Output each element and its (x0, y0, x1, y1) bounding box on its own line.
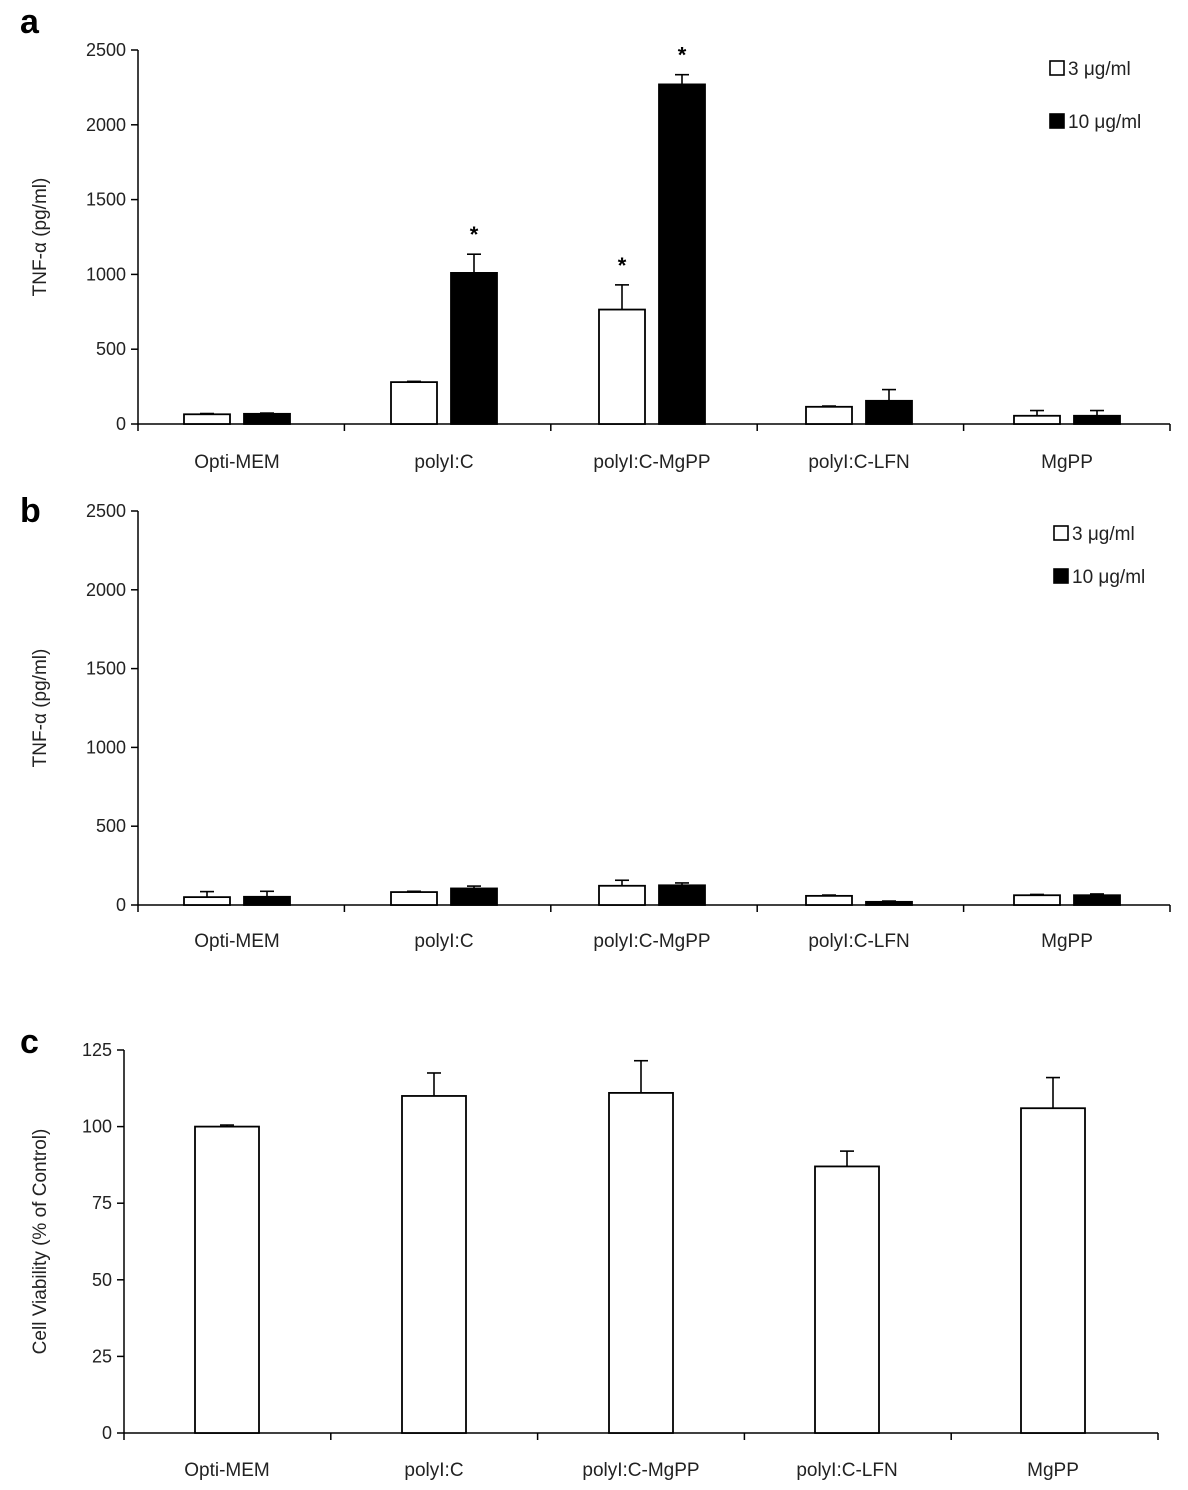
y-tick-label: 2000 (86, 115, 126, 135)
panel-letter: b (20, 492, 41, 530)
panel-b: b 0 500 1000 1500 2000 2500 TNF-α (pg/ml) Opti-M… (20, 492, 1171, 952)
bar-3-g-ml-opti-mem (183, 896, 231, 906)
x-tick-label: MgPP (1041, 452, 1093, 473)
legend-label: 10 μg/ml (1068, 112, 1141, 133)
x-tick-label: Opti-MEM (194, 931, 280, 952)
x-tick-label: polyI:C (414, 452, 473, 473)
legend-swatch (1053, 525, 1069, 541)
y-tick-label: 1000 (86, 264, 126, 284)
bar-3-g-ml-mgpp (1013, 894, 1061, 906)
x-tick-label: polyI:C (404, 1460, 463, 1481)
legend-swatch (1053, 568, 1069, 584)
bar-10-g-ml-polyi-c-mgpp (658, 884, 706, 906)
y-tick-label: 1500 (86, 190, 126, 210)
x-tick-label: polyI:C-MgPP (593, 452, 710, 473)
legend-swatch (1049, 60, 1065, 76)
y-tick-label: 0 (116, 895, 126, 915)
panel-letter: a (20, 3, 40, 41)
bar-3-g-ml-opti-mem (183, 413, 231, 425)
significance-marker: * (678, 43, 687, 68)
bar-3-g-ml-mgpp (1013, 414, 1061, 425)
y-tick-label: 125 (82, 1040, 112, 1060)
y-tick-label: 25 (92, 1346, 112, 1366)
y-tick-label: 1500 (86, 659, 126, 679)
bar-10-g-ml-polyi-c-mgpp (658, 83, 706, 425)
y-tick-label: 0 (116, 414, 126, 434)
y-tick-label: 500 (96, 816, 126, 836)
x-tick-label: polyI:C-LFN (796, 1460, 897, 1481)
bar-10-g-ml-mgpp (1073, 414, 1121, 425)
bar-viability-polyi-c (401, 1095, 467, 1434)
bar-10-g-ml-polyi-c (450, 887, 498, 906)
y-tick-label: 100 (82, 1117, 112, 1137)
y-axis-title: TNF-α (pg/ml) (30, 178, 51, 297)
y-tick-label: 2500 (86, 501, 126, 521)
panel-letter: c (20, 1023, 39, 1061)
legend-label: 10 μg/ml (1072, 567, 1145, 588)
panel-a: a 0 500 1000 1500 2000 2500 TNF-α (pg/ml) Opti-M… (20, 3, 1171, 473)
bar-3-g-ml-polyi-c (390, 891, 438, 906)
x-tick-label: polyI:C-LFN (808, 931, 909, 952)
bar-10-g-ml-opti-mem (243, 412, 291, 425)
y-tick-label: 1000 (86, 737, 126, 757)
legend-label: 3 μg/ml (1068, 59, 1131, 80)
significance-marker: * (618, 253, 627, 278)
bar-viability-mgpp (1020, 1107, 1086, 1434)
legend-swatch (1049, 113, 1065, 129)
bar-3-g-ml-polyi-c-mgpp (598, 308, 646, 425)
bar-viability-opti-mem (194, 1125, 260, 1434)
legend-label: 3 μg/ml (1072, 524, 1135, 545)
y-tick-label: 50 (92, 1270, 112, 1290)
bar-3-g-ml-polyi-c-lfn (805, 894, 853, 906)
bar-10-g-ml-polyi-c (450, 272, 498, 425)
y-tick-label: 500 (96, 339, 126, 359)
y-tick-label: 2500 (86, 40, 126, 60)
x-tick-label: polyI:C-MgPP (582, 1460, 699, 1481)
x-tick-label: Opti-MEM (184, 1460, 270, 1481)
x-tick-label: MgPP (1041, 931, 1093, 952)
x-tick-label: polyI:C-MgPP (593, 931, 710, 952)
x-tick-label: polyI:C (414, 931, 473, 952)
y-tick-label: 75 (92, 1193, 112, 1213)
x-tick-label: MgPP (1027, 1460, 1079, 1481)
bar-3-g-ml-polyi-c (390, 381, 438, 425)
bar-3-g-ml-polyi-c-lfn (805, 405, 853, 425)
bar-3-g-ml-polyi-c-mgpp (598, 884, 646, 906)
panel-c: c 0 25 50 75 100 125 Cell Viability (% of Contr… (20, 1023, 1159, 1481)
bar-10-g-ml-opti-mem (243, 895, 291, 906)
y-axis-title: Cell Viability (% of Control) (30, 1129, 51, 1355)
x-tick-label: Opti-MEM (194, 452, 280, 473)
bar-10-g-ml-mgpp (1073, 894, 1121, 906)
bar-viability-polyi-c-lfn (814, 1165, 880, 1434)
significance-marker: * (470, 222, 479, 247)
bar-viability-polyi-c-mgpp (608, 1091, 674, 1434)
y-tick-label: 2000 (86, 580, 126, 600)
bar-10-g-ml-polyi-c-lfn (865, 900, 913, 906)
x-tick-label: polyI:C-LFN (808, 452, 909, 473)
y-tick-label: 0 (102, 1423, 112, 1443)
bar-10-g-ml-polyi-c-lfn (865, 399, 913, 425)
y-axis-title: TNF-α (pg/ml) (30, 649, 51, 768)
